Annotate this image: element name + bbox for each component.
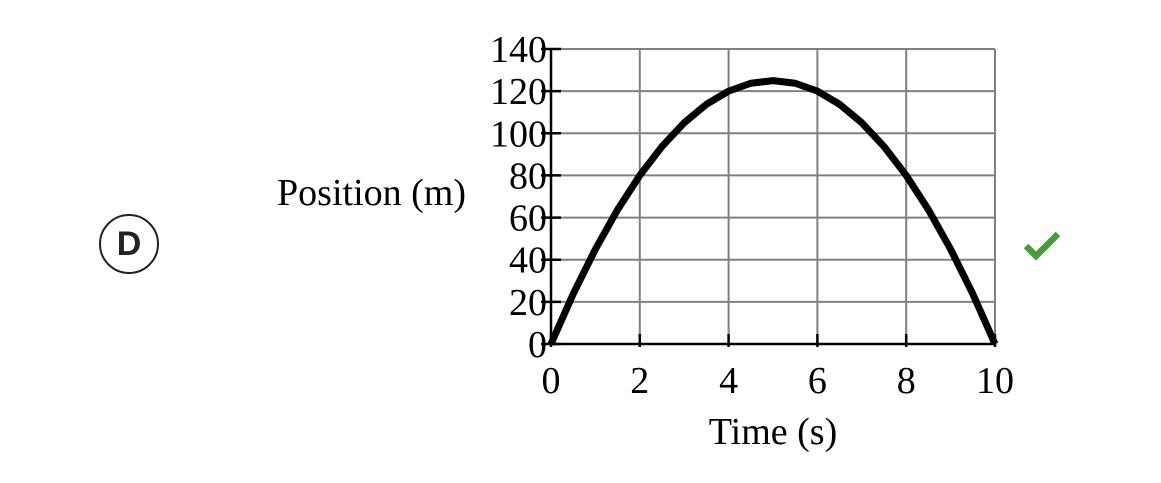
series-line-0 xyxy=(547,77,999,346)
x-tick-label: 10 xyxy=(976,360,1014,402)
y-axis-label: Position (m) xyxy=(277,172,466,214)
y-tick-label: 20 xyxy=(509,282,547,324)
check-icon xyxy=(1023,231,1061,261)
y-tick-label: 40 xyxy=(509,240,547,282)
y-tick-label: 140 xyxy=(490,29,547,71)
x-tick-label: 4 xyxy=(719,360,738,402)
x-axis-label: Time (s) xyxy=(709,411,837,453)
x-tick-label: 6 xyxy=(808,360,827,402)
x-tick-label: 8 xyxy=(897,360,916,402)
y-tick-label: 80 xyxy=(509,155,547,197)
y-tick-label: 0 xyxy=(528,324,547,366)
y-tick-label: 120 xyxy=(490,71,547,113)
grid-layer xyxy=(551,48,996,344)
series-layer xyxy=(547,77,999,346)
x-tick-label: 2 xyxy=(630,360,649,402)
y-tick-label: 60 xyxy=(509,198,547,240)
x-tick-label: 0 xyxy=(542,360,561,402)
choice-letter-badge[interactable]: D xyxy=(99,214,159,274)
y-tick-label: 100 xyxy=(490,113,547,155)
choice-letter: D xyxy=(116,224,142,263)
